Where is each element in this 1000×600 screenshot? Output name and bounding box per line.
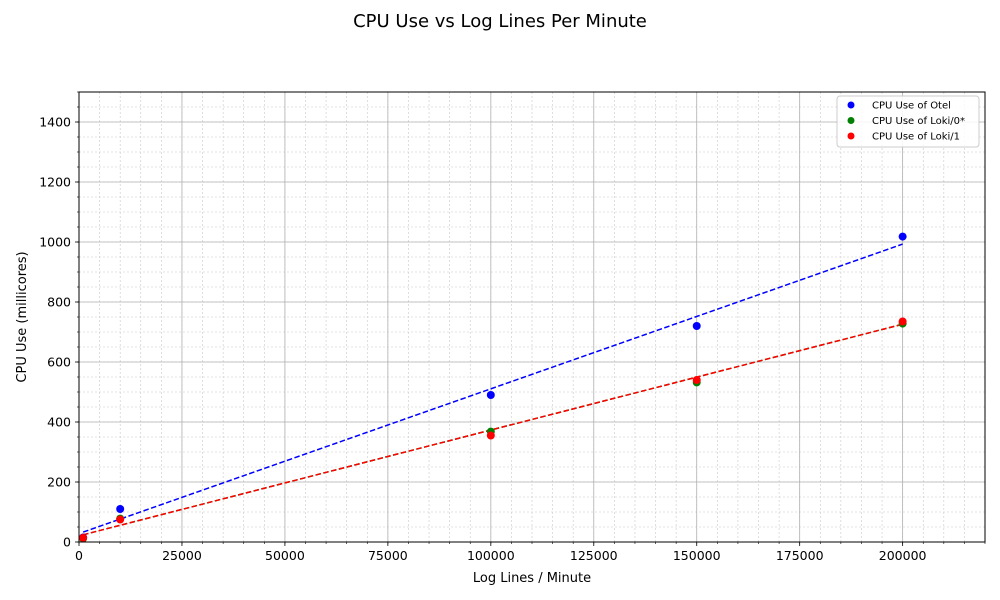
- data-point-series-3: [898, 317, 907, 326]
- data-point-series-1: [692, 322, 701, 330]
- y-tick-label: 800: [47, 295, 71, 310]
- chart-title: CPU Use vs Log Lines Per Minute: [353, 11, 647, 32]
- x-tick-label: 75000: [368, 548, 408, 563]
- x-tick-label: 175000: [776, 548, 824, 563]
- y-tick-label: 400: [47, 415, 71, 430]
- x-tick-label: 100000: [467, 548, 515, 563]
- x-axis-title: Log Lines / Minute: [473, 571, 591, 586]
- x-tick-label: 25000: [162, 548, 202, 563]
- x-tick-label: 50000: [265, 548, 305, 563]
- legend-marker-2: [847, 117, 855, 124]
- data-point-series-1: [116, 505, 125, 513]
- y-tick-label: 600: [47, 355, 71, 370]
- x-tick-label: 125000: [570, 548, 618, 563]
- data-points: [79, 232, 907, 543]
- x-tick-label: 0: [75, 548, 83, 563]
- y-tick-label: 1200: [39, 175, 71, 190]
- x-tick-label: 150000: [673, 548, 721, 563]
- y-tick-label: 1400: [39, 115, 71, 130]
- trend-lines: [82, 243, 903, 536]
- y-tick-label: 200: [47, 475, 71, 490]
- x-tick-label: 200000: [879, 548, 927, 563]
- data-point-series-3: [486, 431, 495, 440]
- legend: CPU Use of Otel CPU Use of Loki/0* CPU Use…: [836, 95, 980, 148]
- legend-label-2: CPU Use of Loki/0*: [872, 116, 965, 127]
- data-point-series-3: [692, 376, 701, 384]
- data-point-series-3: [79, 533, 88, 542]
- data-point-series-1: [486, 391, 495, 399]
- legend-label-3: CPU Use of Loki/1: [872, 132, 960, 143]
- legend-box: [836, 95, 980, 148]
- y-tick-label: 1000: [39, 235, 71, 250]
- data-point-series-1: [898, 232, 907, 241]
- data-point-series-3: [116, 515, 125, 524]
- legend-marker-1: [847, 101, 855, 109]
- trend-line-1: [82, 243, 903, 533]
- legend-marker-3: [847, 132, 855, 140]
- y-axis-title: CPU Use (millicores): [15, 251, 30, 382]
- trend-line-3: [82, 323, 903, 536]
- axis-ticks: 0 25000 50000 75000 100000 125000 150000 175000…: [39, 91, 986, 563]
- minor-grid: [78, 91, 986, 543]
- legend-label-1: CPU Use of Otel: [872, 101, 951, 112]
- y-tick-label: 0: [63, 535, 71, 550]
